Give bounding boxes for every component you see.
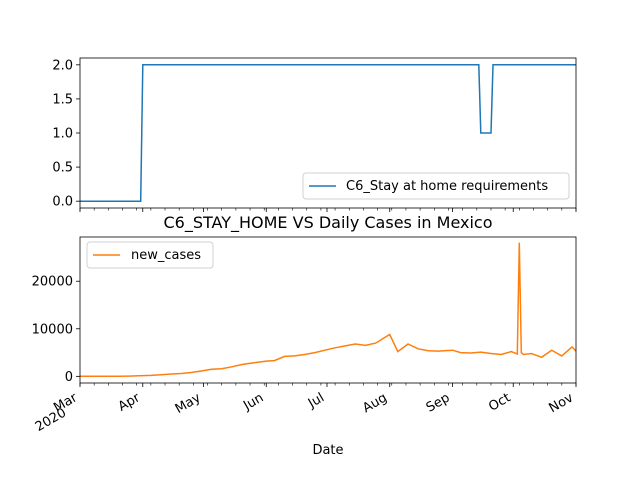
y-tick-label: 10000 — [32, 322, 73, 337]
x-tick-label: Jul — [305, 390, 327, 411]
x-tick-label: Nov — [547, 390, 577, 416]
x-tick-label: Jun — [240, 390, 266, 414]
x-tick-label: 2020 — [33, 405, 69, 435]
x-tick-label: May — [173, 390, 204, 417]
y-tick-label: 1.0 — [52, 127, 73, 142]
top-legend-label: C6_Stay at home requirements — [346, 179, 548, 194]
x-tick-label: Oct — [486, 390, 513, 414]
top-x-axis — [79, 208, 577, 212]
y-tick-label: 20000 — [32, 275, 73, 290]
series-line-c6-stay-home — [80, 64, 576, 202]
x-axis-title: Date — [312, 443, 343, 458]
y-tick-label: 0.0 — [52, 195, 73, 210]
bottom-legend-box — [86, 241, 214, 269]
bottom-y-axis: 0 10000 20000 — [32, 275, 80, 385]
y-tick-label: 0 — [65, 370, 73, 385]
bottom-legend: new_cases — [86, 241, 214, 269]
top-y-axis: 0.0 0.5 1.0 1.5 2.0 — [52, 58, 80, 210]
top-legend-box — [302, 172, 570, 200]
top-legend: C6_Stay at home requirements — [302, 172, 570, 200]
chart-title: C6_STAY_HOME VS Daily Cases in Mexico — [163, 213, 492, 233]
x-tick-label: Aug — [360, 390, 389, 416]
x-tick-label: Apr — [116, 390, 144, 415]
top-panel: 0.0 0.5 1.0 1.5 2.0 C6_Stay at home requirem… — [52, 57, 577, 212]
y-tick-label: 0.5 — [52, 161, 73, 176]
top-plot-frame — [79, 57, 577, 209]
bottom-legend-label: new_cases — [131, 248, 201, 263]
y-tick-label: 2.0 — [52, 58, 73, 73]
series-line-new-cases — [80, 242, 577, 378]
x-tick-label: Sep — [424, 390, 453, 415]
bottom-plot-frame — [79, 236, 577, 384]
y-tick-label: 1.5 — [52, 92, 73, 107]
